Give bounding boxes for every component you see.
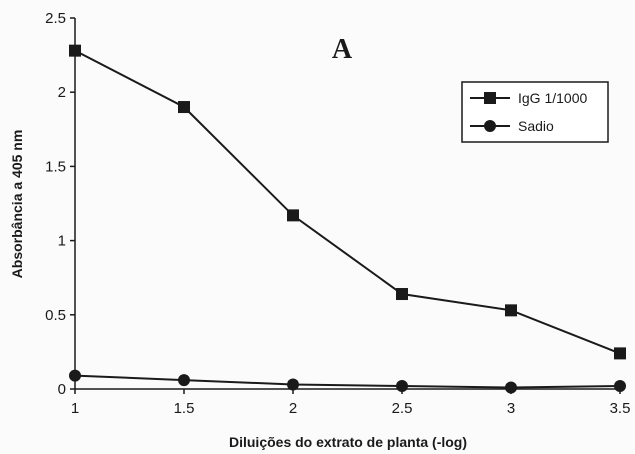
x-tick-label: 2.5	[392, 400, 413, 417]
x-tick-label: 2	[289, 400, 297, 417]
x-tick-label: 3	[507, 400, 515, 417]
legend-label: IgG 1/1000	[518, 90, 587, 106]
data-point-circle	[614, 380, 626, 393]
data-point-circle	[69, 369, 81, 382]
x-axis-title: Diluições do extrato de planta (-log)	[229, 434, 467, 450]
y-tick-label: 0	[58, 381, 66, 398]
data-point-square	[614, 347, 626, 360]
axes: 0 0.5 1 1.5 2 2.5 1 1.5 2 2.5 3 3.5	[45, 10, 630, 417]
x-tick-label: 1.5	[174, 400, 195, 417]
data-point-square	[396, 288, 408, 301]
series-line-sadio	[74, 374, 621, 389]
data-point-square	[505, 304, 517, 317]
y-tick-label: 0.5	[45, 307, 66, 324]
x-tick-label: 3.5	[610, 400, 631, 417]
data-point-circle	[178, 374, 190, 387]
legend: IgG 1/1000 Sadio	[461, 81, 609, 143]
legend-marker-square	[484, 92, 496, 104]
y-tick-label: 2	[58, 84, 66, 101]
legend-label: Sadio	[518, 118, 554, 134]
data-point-circle	[396, 380, 408, 393]
data-point-square	[287, 209, 299, 222]
x-tick-label: 1	[71, 400, 79, 417]
data-point-square	[69, 44, 81, 57]
series-layer	[69, 44, 626, 394]
data-point-circle	[287, 378, 299, 391]
y-axis-title: Absorbância a 405 nm	[9, 130, 25, 279]
data-point-circle	[505, 381, 517, 394]
y-tick-label: 2.5	[45, 10, 66, 27]
series-line-igg	[74, 49, 621, 355]
data-point-square	[178, 101, 190, 114]
panel-label: A	[332, 34, 353, 65]
y-tick-label: 1.5	[45, 158, 66, 175]
y-tick-label: 1	[58, 233, 66, 250]
legend-marker-circle	[484, 120, 496, 132]
